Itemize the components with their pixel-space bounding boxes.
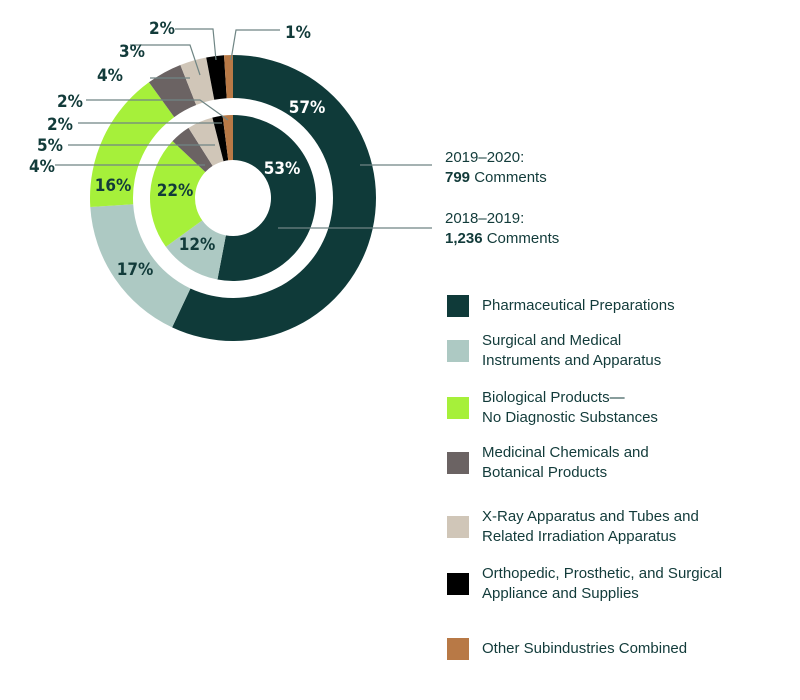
label-outer-1: 17% [117, 260, 154, 280]
legend-label: Surgical and Medical Instruments and Appa… [482, 331, 782, 371]
label-outer-0: 57% [289, 98, 326, 118]
callout-unit: Comments [470, 169, 547, 186]
leader-line [230, 29, 280, 61]
label-outer-2: 16% [95, 176, 132, 196]
legend-item: Orthopedic, Prosthetic, and Surgical Appl… [447, 564, 782, 604]
slice-outer-1 [90, 204, 191, 328]
label-inner-6: 2% [57, 92, 83, 112]
callout-period: 2018–2019: [445, 210, 525, 227]
callout-count: 1,236 [445, 230, 483, 247]
legend-item: Pharmaceutical Preparations [447, 295, 782, 317]
legend-swatch [447, 638, 469, 660]
legend-label: X-Ray Apparatus and Tubes and Related Irr… [482, 507, 782, 547]
legend-label-line: X-Ray Apparatus and Tubes and [482, 508, 699, 525]
slice-outer-4 [180, 57, 215, 106]
slice-inner-0 [217, 115, 317, 281]
label-inner-1: 12% [179, 235, 216, 255]
legend-swatch [447, 452, 469, 474]
legend-label-line: Botanical Products [482, 464, 608, 481]
legend-swatch [447, 340, 469, 362]
legend-item: Medicinal Chemicals and Botanical Product… [447, 443, 782, 483]
slice-inner-1 [165, 220, 226, 280]
slice-inner-5 [212, 115, 229, 162]
slice-inner-2 [149, 141, 206, 247]
legend-label-line: Pharmaceutical Preparations [482, 297, 675, 314]
label-inner-2: 22% [157, 181, 194, 201]
callout-period: 2019–2020: [445, 149, 525, 166]
legend-label-line: No Diagnostic Substances [482, 409, 658, 426]
slice-outer-0 [172, 55, 376, 341]
slice-inner-3 [172, 127, 213, 172]
slice-outer-5 [206, 55, 227, 100]
legend-item: Other Subindustries Combined [447, 638, 782, 660]
label-inner-4: 5% [37, 136, 63, 156]
callout-unit: Comments [482, 230, 560, 247]
label-outer-3: 4% [97, 66, 123, 86]
slice-inner-6 [222, 115, 233, 161]
legend-label-line: Other Subindustries Combined [482, 640, 688, 657]
callout-2018-2019: 2018–2019: 1,236 Comments [445, 209, 559, 249]
leader-line [130, 44, 201, 76]
legend-item: X-Ray Apparatus and Tubes and Related Irr… [447, 507, 782, 547]
legend-label-line: Surgical and Medical [482, 332, 622, 349]
leader-line [175, 28, 217, 61]
legend-label-line: Related Irradiation Apparatus [482, 528, 677, 545]
callout-count: 799 [445, 169, 471, 186]
legend-label-line: Instruments and Apparatus [482, 352, 662, 369]
legend-swatch [447, 295, 469, 317]
label-outer-5: 2% [149, 19, 175, 39]
legend-label-line: Biological Products— [482, 389, 625, 406]
label-outer-6: 1% [285, 23, 311, 43]
legend-item: Surgical and Medical Instruments and Appa… [447, 331, 782, 371]
legend-swatch [447, 573, 469, 595]
label-inner-3: 4% [29, 157, 55, 177]
callout-2019-2020: 2019–2020: 799 Comments [445, 148, 547, 188]
label-inner-5: 2% [47, 115, 73, 135]
legend-label-line: Appliance and Supplies [482, 585, 639, 602]
legend-swatch [447, 397, 469, 419]
legend-label: Other Subindustries Combined [482, 639, 782, 659]
legend-swatch [447, 516, 469, 538]
slice-inner-4 [188, 117, 224, 166]
legend-label: Biological Products— No Diagnostic Substa… [482, 388, 782, 428]
leader-line [86, 99, 229, 121]
legend-label: Pharmaceutical Preparations [482, 296, 782, 316]
label-outer-4: 3% [119, 42, 145, 62]
slice-outer-6 [224, 55, 233, 99]
legend-item: Biological Products— No Diagnostic Substa… [447, 388, 782, 428]
legend-label-line: Medicinal Chemicals and [482, 444, 649, 461]
label-inner-0: 53% [264, 159, 301, 179]
legend-label: Orthopedic, Prosthetic, and Surgical Appl… [482, 564, 782, 604]
legend-label: Medicinal Chemicals and Botanical Product… [482, 443, 782, 483]
legend-label-line: Orthopedic, Prosthetic, and Surgical [482, 565, 723, 582]
